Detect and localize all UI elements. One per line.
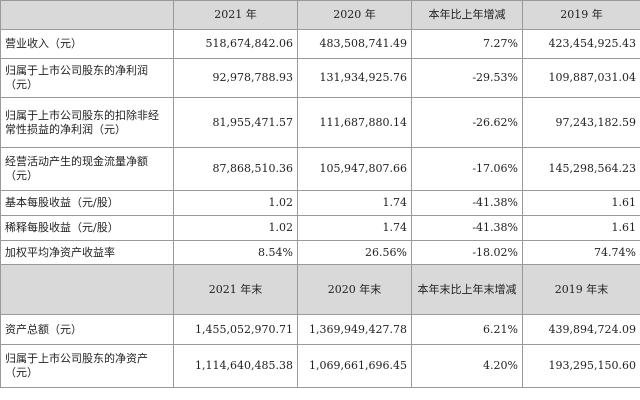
cell-2021: 92,978,788.93 — [173, 58, 298, 98]
financial-summary-table: 2021 年 2020 年 本年比上年增减 2019 年 营业收入（元） 518… — [0, 0, 640, 388]
cell-2021-end: 1,455,052,970.71 — [173, 314, 298, 345]
cell-2019: 145,298,564.23 — [522, 147, 640, 191]
table-row: 归属于上市公司股东的净资产（元） 1,114,640,485.38 1,069,… — [0, 344, 640, 388]
header-yoy-end-change: 本年末比上年末增减 — [411, 264, 523, 315]
cell-2019-end: 193,295,150.60 — [522, 344, 640, 388]
cell-2021: 8.54% — [173, 240, 298, 265]
header-2020: 2020 年 — [297, 0, 412, 30]
cell-2020: 1.74 — [297, 190, 412, 216]
cell-2020-end: 1,369,949,427.78 — [297, 314, 412, 345]
header-2021: 2021 年 — [173, 0, 298, 30]
cell-yoy-end: 4.20% — [411, 344, 523, 388]
cell-2020: 483,508,741.49 — [297, 29, 412, 59]
row-label: 归属于上市公司股东的扣除非经常性损益的净利润（元） — [0, 97, 174, 148]
cell-2021: 1.02 — [173, 190, 298, 216]
header-2021-end: 2021 年末 — [173, 264, 298, 315]
table-row: 经营活动产生的现金流量净额（元） 87,868,510.36 105,947,8… — [0, 147, 640, 191]
header-blank-cell — [0, 264, 174, 315]
cell-2020-end: 1,069,661,696.45 — [297, 344, 412, 388]
cell-2021: 1.02 — [173, 215, 298, 241]
table-row: 加权平均净资产收益率 8.54% 26.56% -18.02% 74.74% — [0, 240, 640, 265]
cell-yoy: 7.27% — [411, 29, 523, 59]
cell-2019-end: 439,894,724.09 — [522, 314, 640, 345]
cell-2020: 1.74 — [297, 215, 412, 241]
cell-2019: 97,243,182.59 — [522, 97, 640, 148]
cell-yoy: -18.02% — [411, 240, 523, 265]
cell-2021: 87,868,510.36 — [173, 147, 298, 191]
cell-yoy: -41.38% — [411, 190, 523, 216]
row-label: 资产总额（元） — [0, 314, 174, 345]
header-yoy-change: 本年比上年增减 — [411, 0, 523, 30]
row-label: 归属于上市公司股东的净资产（元） — [0, 344, 174, 388]
cell-2020: 111,687,880.14 — [297, 97, 412, 148]
table-row: 归属于上市公司股东的扣除非经常性损益的净利润（元） 81,955,471.57 … — [0, 97, 640, 148]
row-label: 营业收入（元） — [0, 29, 174, 59]
cell-2021: 81,955,471.57 — [173, 97, 298, 148]
cell-yoy: -17.06% — [411, 147, 523, 191]
cell-2019: 423,454,925.43 — [522, 29, 640, 59]
row-label: 归属于上市公司股东的净利润（元） — [0, 58, 174, 98]
header-2019: 2019 年 — [522, 0, 640, 30]
row-label: 加权平均净资产收益率 — [0, 240, 174, 265]
table-header-row: 2021 年末 2020 年末 本年末比上年末增减 2019 年末 — [0, 264, 640, 315]
cell-2021-end: 1,114,640,485.38 — [173, 344, 298, 388]
row-label: 经营活动产生的现金流量净额（元） — [0, 147, 174, 191]
header-2020-end: 2020 年末 — [297, 264, 412, 315]
table-row: 归属于上市公司股东的净利润（元） 92,978,788.93 131,934,9… — [0, 58, 640, 98]
cell-2019: 1.61 — [522, 215, 640, 241]
row-label: 稀释每股收益（元/股） — [0, 215, 174, 241]
cell-2020: 26.56% — [297, 240, 412, 265]
cell-2020: 131,934,925.76 — [297, 58, 412, 98]
cell-yoy: -26.62% — [411, 97, 523, 148]
header-blank-cell — [0, 0, 174, 30]
cell-2020: 105,947,807.66 — [297, 147, 412, 191]
cell-yoy-end: 6.21% — [411, 314, 523, 345]
row-label: 基本每股收益（元/股） — [0, 190, 174, 216]
table-row: 资产总额（元） 1,455,052,970.71 1,369,949,427.7… — [0, 314, 640, 345]
cell-2019: 1.61 — [522, 190, 640, 216]
cell-yoy: -41.38% — [411, 215, 523, 241]
cell-2021: 518,674,842.06 — [173, 29, 298, 59]
cell-2019: 74.74% — [522, 240, 640, 265]
header-2019-end: 2019 年末 — [522, 264, 640, 315]
table-row: 稀释每股收益（元/股） 1.02 1.74 -41.38% 1.61 — [0, 215, 640, 241]
table-row: 营业收入（元） 518,674,842.06 483,508,741.49 7.… — [0, 29, 640, 59]
cell-yoy: -29.53% — [411, 58, 523, 98]
table-row: 基本每股收益（元/股） 1.02 1.74 -41.38% 1.61 — [0, 190, 640, 216]
table-header-row: 2021 年 2020 年 本年比上年增减 2019 年 — [0, 0, 640, 30]
cell-2019: 109,887,031.04 — [522, 58, 640, 98]
